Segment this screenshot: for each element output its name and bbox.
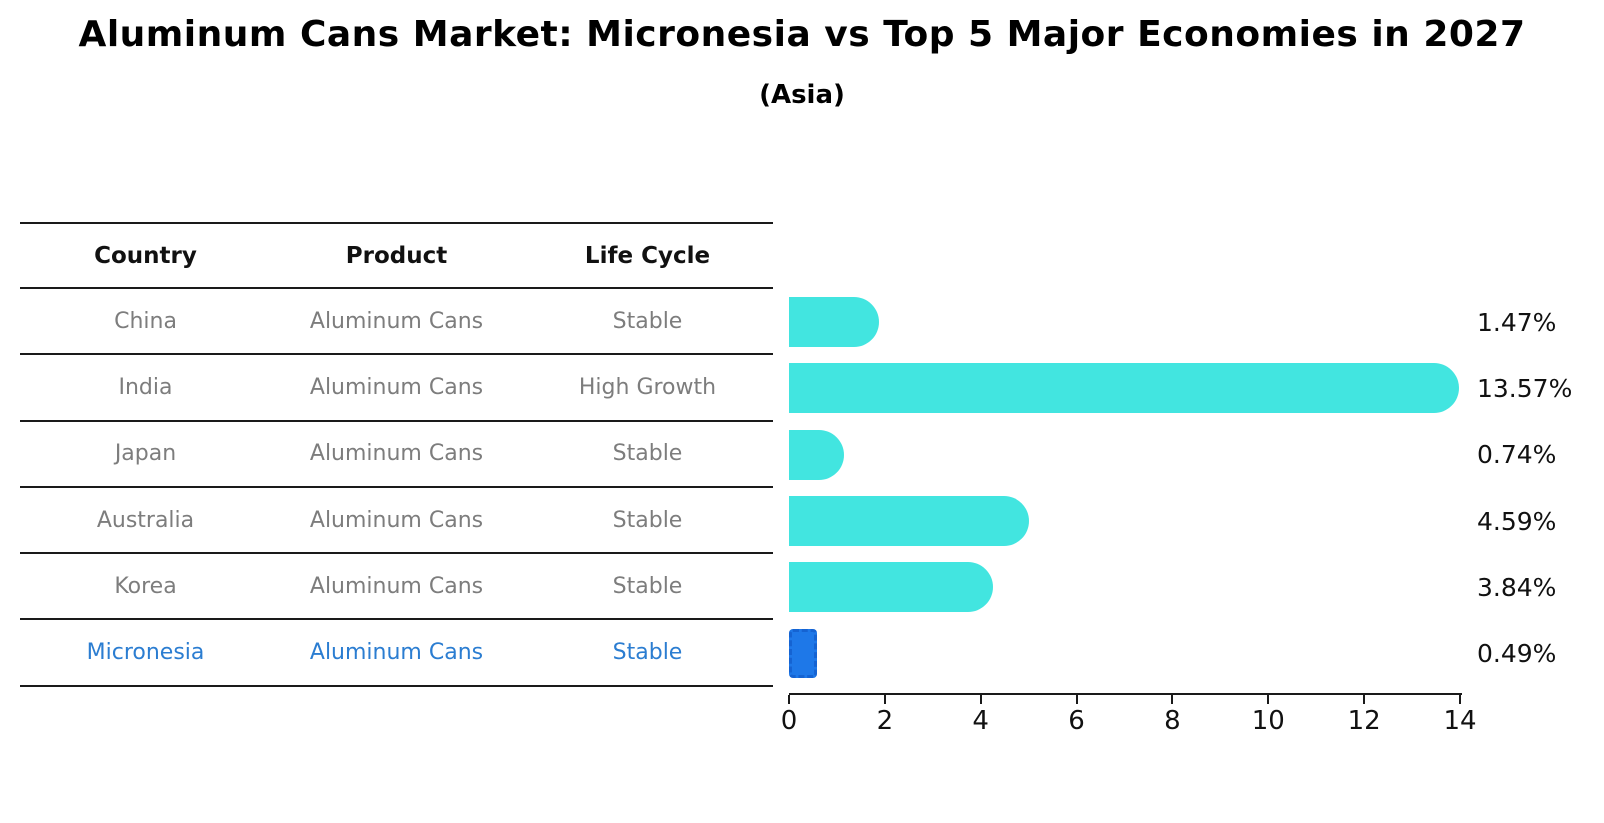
value-label-india: 13.57%: [1477, 373, 1573, 403]
bar-micronesia: [789, 629, 818, 679]
bar-row: [789, 554, 1460, 620]
bar-row: [789, 620, 1460, 686]
x-axis-tick: [979, 695, 982, 704]
cell-product: Aluminum Cans: [309, 507, 484, 533]
value-label-micronesia: 0.49%: [1477, 639, 1557, 669]
x-axis-tick-label: 12: [1347, 706, 1381, 736]
page-subtitle: (Asia): [759, 80, 845, 110]
page-title: Aluminum Cans Market: Micronesia vs Top …: [78, 14, 1526, 55]
bar-row: [789, 289, 1460, 355]
cell-life-cycle: Stable: [612, 441, 683, 467]
table-row-japan: Japan Aluminum Cans Stable: [20, 422, 773, 488]
x-axis-tick-labels: 0 2 4 6 8 10 12 14: [781, 706, 1477, 740]
x-axis-tick: [883, 695, 886, 704]
bar-row: [789, 422, 1460, 488]
value-label-japan: 0.74%: [1477, 440, 1557, 470]
cell-country: China: [114, 308, 177, 334]
header-cell-life-cycle: Life Cycle: [584, 242, 711, 269]
bar-korea: [789, 562, 994, 613]
cell-life-cycle: High Growth: [578, 374, 717, 400]
cell-product: Aluminum Cans: [309, 374, 484, 400]
cell-life-cycle: Stable: [612, 640, 683, 666]
bar-india: [789, 363, 1460, 414]
x-axis-tick: [1075, 695, 1078, 704]
cell-life-cycle: Stable: [612, 507, 683, 533]
x-axis-tick-label: 10: [1251, 706, 1285, 736]
header-cell-product: Product: [345, 242, 448, 269]
table-row-india: India Aluminum Cans High Growth: [20, 355, 773, 422]
bar-australia: [789, 496, 1029, 547]
table-header-row: Country Product Life Cycle: [20, 222, 773, 289]
cell-product: Aluminum Cans: [309, 308, 484, 334]
x-axis-ticks: [788, 695, 1461, 705]
x-axis-tick-label: 4: [972, 706, 989, 736]
x-axis-tick: [1363, 695, 1366, 704]
cell-country: Australia: [96, 507, 195, 533]
x-axis-tick: [788, 695, 790, 704]
cell-life-cycle: Stable: [612, 573, 683, 599]
cell-product: Aluminum Cans: [309, 640, 484, 666]
bar-row: [789, 355, 1460, 421]
cell-country: Japan: [114, 441, 177, 467]
x-axis-tick-label: 2: [876, 706, 894, 736]
table-row-korea: Korea Aluminum Cans Stable: [20, 554, 773, 621]
header-cell-country: Country: [94, 242, 197, 269]
value-label-column: 1.47% 13.57% 0.74% 4.59% 3.84% 0.49%: [1477, 289, 1604, 687]
value-label-china: 1.47%: [1477, 307, 1557, 337]
table-row-australia: Australia Aluminum Cans Stable: [20, 488, 773, 555]
x-axis-tick: [1267, 695, 1270, 704]
bar-chart: [789, 289, 1460, 687]
cell-country: India: [118, 374, 173, 400]
cell-life-cycle: Stable: [612, 308, 683, 334]
comparison-table: Country Product Life Cycle China Aluminu…: [20, 222, 773, 687]
x-axis-tick-label: 14: [1443, 706, 1477, 736]
x-axis-tick: [1171, 695, 1174, 704]
cell-country: Micronesia: [86, 640, 205, 666]
value-label-korea: 3.84%: [1477, 572, 1557, 602]
cell-product: Aluminum Cans: [309, 573, 484, 599]
value-label-australia: 4.59%: [1477, 506, 1557, 536]
table-row-micronesia: Micronesia Aluminum Cans Stable: [20, 620, 773, 687]
x-axis-tick: [1459, 695, 1461, 704]
bar-china: [789, 297, 880, 348]
bar-row: [789, 488, 1460, 554]
x-axis-tick-label: 6: [1068, 706, 1085, 736]
x-axis-tick-label: 0: [780, 706, 798, 736]
cell-product: Aluminum Cans: [309, 441, 484, 467]
bar-japan: [789, 429, 845, 480]
table-row-china: China Aluminum Cans Stable: [20, 289, 773, 356]
x-axis-line: [789, 693, 1462, 695]
x-axis-tick-label: 8: [1164, 706, 1181, 736]
cell-country: Korea: [114, 573, 177, 599]
